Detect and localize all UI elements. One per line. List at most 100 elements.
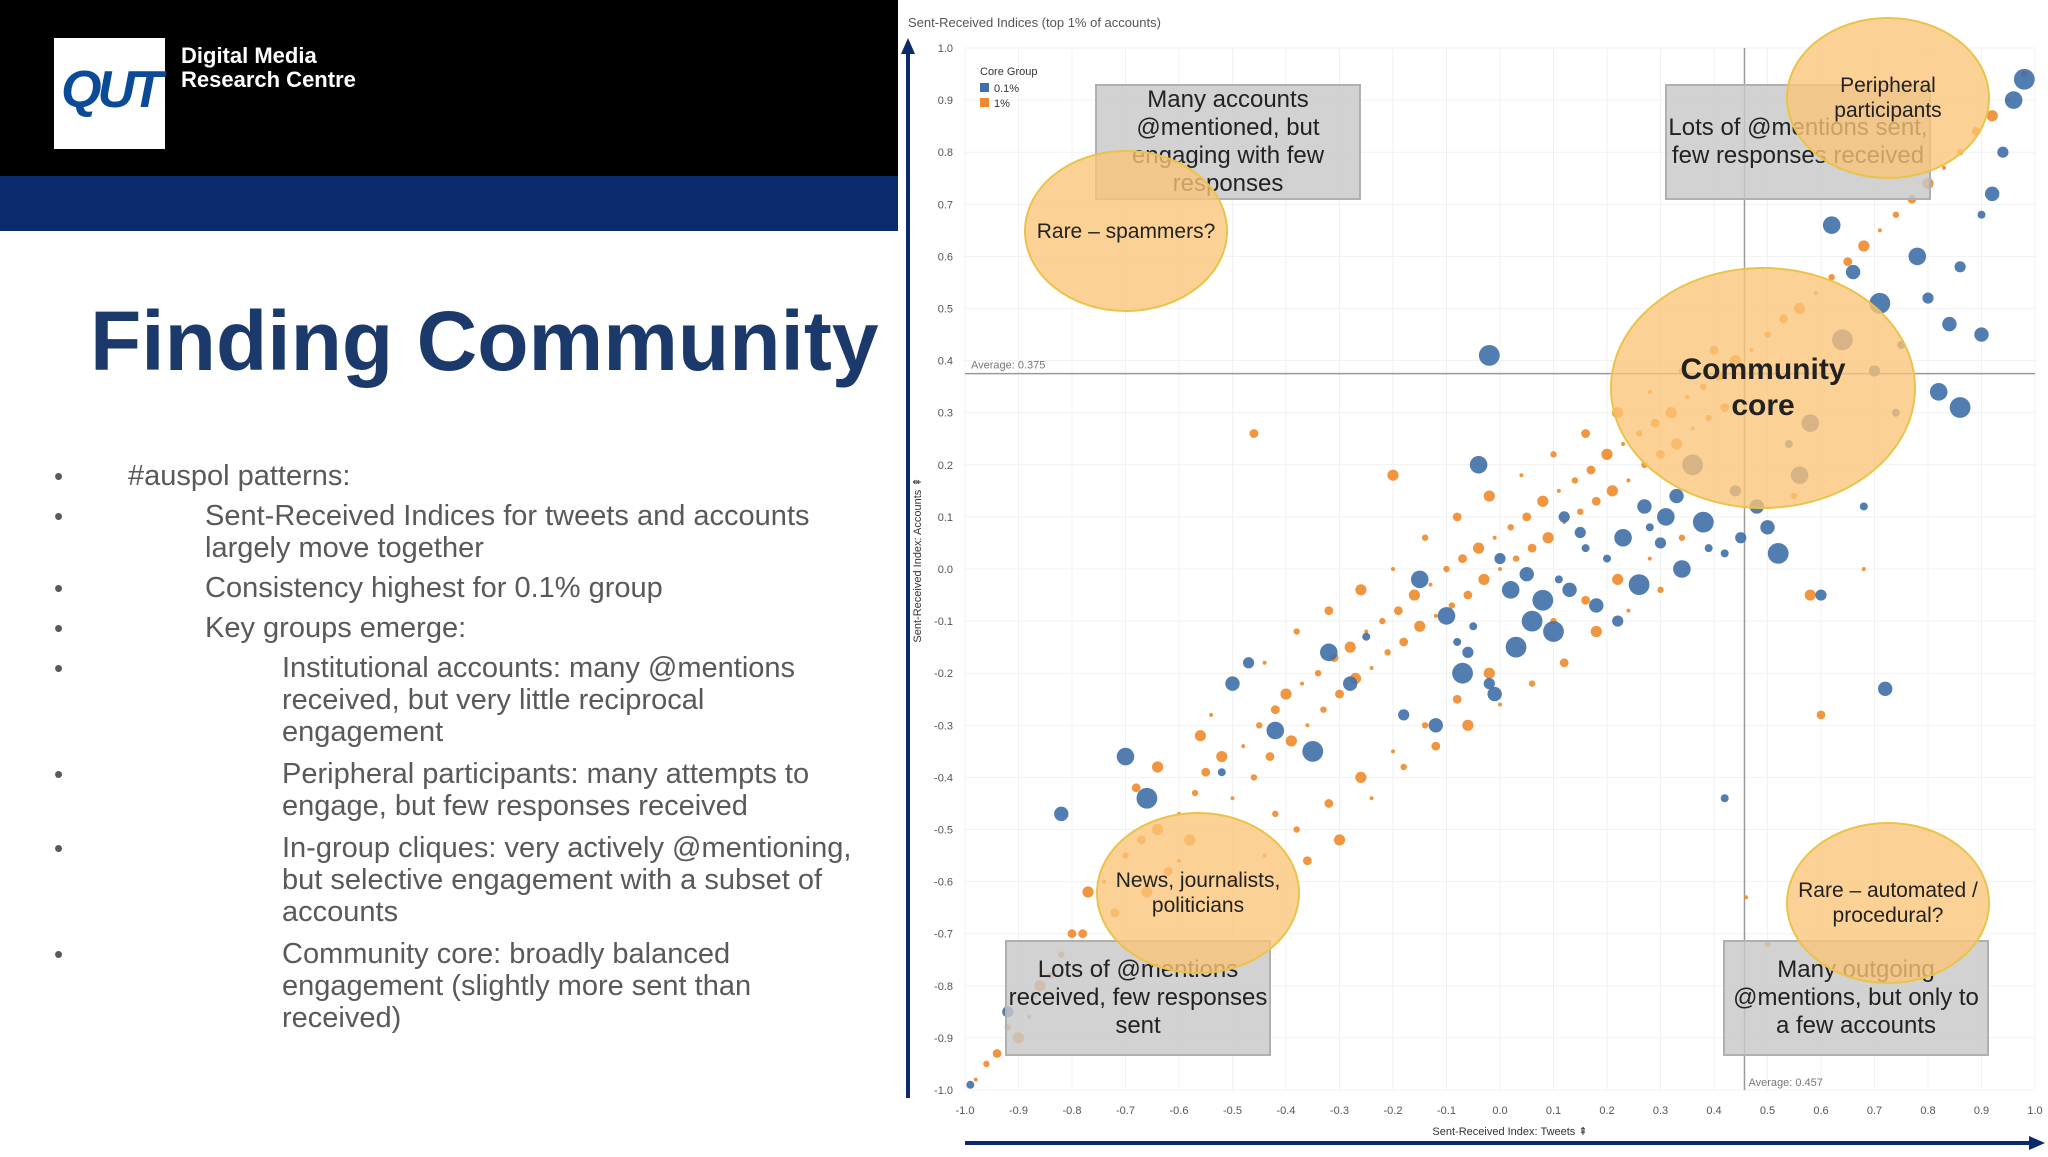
point-0-1-percent <box>1974 327 1989 342</box>
point-0-1-percent <box>1343 676 1358 691</box>
point-1-percent <box>1473 542 1485 554</box>
point-1-percent <box>983 1060 990 1068</box>
point-1-percent <box>1344 641 1356 653</box>
point-1-percent <box>1816 710 1826 720</box>
point-1-percent <box>1858 240 1870 252</box>
point-1-percent <box>1657 586 1664 594</box>
point-0-1-percent <box>1320 643 1338 662</box>
x-tick-label: -0.9 <box>1009 1105 1028 1117</box>
point-1-percent <box>1528 680 1536 687</box>
point-1-percent <box>1463 590 1473 600</box>
point-1-percent <box>1527 543 1537 553</box>
core-line1: Community <box>1680 353 1846 386</box>
point-1-percent <box>1280 688 1292 700</box>
logo-text: QUT <box>61 61 163 119</box>
point-0-1-percent <box>1398 709 1410 721</box>
point-1-percent <box>1612 573 1624 586</box>
x-tick-label: 0.7 <box>1867 1105 1882 1117</box>
point-1-percent <box>1241 744 1246 749</box>
point-1-percent <box>1191 789 1199 797</box>
point-1-percent <box>1462 719 1474 731</box>
point-1-percent <box>1364 629 1369 634</box>
point-1-percent <box>1483 490 1495 502</box>
y-tick-label: 0.4 <box>938 356 953 368</box>
point-0-1-percent <box>1501 581 1520 599</box>
point-1-percent <box>1452 694 1462 704</box>
chart-legend: Core Group 0.1% 1% <box>980 66 1037 110</box>
point-1-percent <box>1581 595 1590 605</box>
point-0-1-percent <box>1657 508 1675 526</box>
slide-title: Finding Community <box>90 294 879 388</box>
org-name-line1: Digital Media <box>181 43 317 68</box>
point-0-1-percent <box>1637 499 1652 514</box>
y-tick-label: 0.8 <box>938 147 953 159</box>
point-1-percent <box>1586 465 1596 475</box>
y-axis-arrowhead <box>901 38 915 54</box>
point-0-1-percent <box>1452 662 1473 684</box>
oval-peripheral: Peripheral participants <box>1786 17 1990 179</box>
point-0-1-percent <box>1760 520 1775 535</box>
y-tick-label: 0.5 <box>938 304 953 316</box>
qut-logo: QUT <box>54 38 165 149</box>
point-1-percent <box>1428 582 1433 587</box>
point-1-percent <box>1384 649 1391 656</box>
x-tick-label: 0.5 <box>1760 1105 1775 1117</box>
point-0-1-percent <box>1266 721 1285 740</box>
point-1-percent <box>1647 556 1652 561</box>
point-1-percent <box>1082 886 1094 898</box>
point-1-percent <box>1300 681 1305 686</box>
point-1-percent <box>1393 606 1403 616</box>
point-1-percent <box>1626 608 1631 613</box>
point-1-percent <box>1314 670 1322 677</box>
y-tick-label: 0.2 <box>938 460 953 472</box>
y-tick-label: -0.6 <box>934 877 953 889</box>
point-0-1-percent <box>1136 787 1158 809</box>
bullet-item: Peripheral participants: many attempts t… <box>54 758 870 822</box>
point-0-1-percent <box>1954 261 1966 273</box>
point-1-percent <box>1355 584 1367 596</box>
point-0-1-percent <box>1735 532 1747 544</box>
point-1-percent <box>1201 767 1211 777</box>
bullet-item: Sent-Received Indices for tweets and acc… <box>54 500 870 564</box>
point-1-percent <box>1335 689 1344 699</box>
oval-automated: Rare – automated / procedural? <box>1786 822 1990 984</box>
point-1-percent <box>1458 554 1467 563</box>
point-1-percent <box>1744 895 1749 900</box>
point-0-1-percent <box>1562 582 1577 598</box>
point-1-percent <box>1498 567 1502 571</box>
point-1-percent <box>1626 478 1631 483</box>
point-0-1-percent <box>1478 344 1500 366</box>
point-0-1-percent <box>1410 570 1429 589</box>
legend-title: Core Group <box>980 66 1037 78</box>
point-0-1-percent <box>1362 632 1371 641</box>
y-tick-label: -1.0 <box>934 1085 953 1097</box>
point-1-percent <box>1559 658 1569 668</box>
point-1-percent <box>1272 810 1279 818</box>
point-1-percent <box>1369 796 1374 801</box>
x-tick-label: 0.2 <box>1599 1105 1614 1117</box>
point-1-percent <box>1305 723 1310 728</box>
point-0-1-percent <box>1462 646 1474 658</box>
y-tick-label: -0.2 <box>934 668 953 680</box>
point-1-percent <box>1601 448 1613 460</box>
point-1-percent <box>1369 665 1374 670</box>
y-tick-label: 1.0 <box>938 43 953 55</box>
oval-community-core: Community core <box>1610 267 1916 509</box>
point-1-percent <box>1443 565 1450 573</box>
point-0-1-percent <box>1859 502 1868 511</box>
point-1-percent <box>1320 706 1327 713</box>
point-0-1-percent <box>1054 806 1069 822</box>
y-tick-label: -0.4 <box>934 772 953 784</box>
point-0-1-percent <box>1453 637 1462 646</box>
y-tick-label: -0.3 <box>934 720 953 732</box>
point-0-1-percent <box>1519 567 1534 582</box>
point-1-percent <box>1431 741 1441 751</box>
point-1-percent <box>1519 473 1524 478</box>
point-1-percent <box>1270 705 1280 715</box>
x-tick-label: 0.8 <box>1920 1105 1935 1117</box>
point-0-1-percent <box>1574 526 1586 539</box>
point-1-percent <box>1498 702 1502 707</box>
y-axis-label: Sent-Received Index: Accounts ⇞ <box>912 477 924 642</box>
point-1-percent <box>1448 602 1456 609</box>
x-tick-label: 1.0 <box>2027 1105 2042 1117</box>
